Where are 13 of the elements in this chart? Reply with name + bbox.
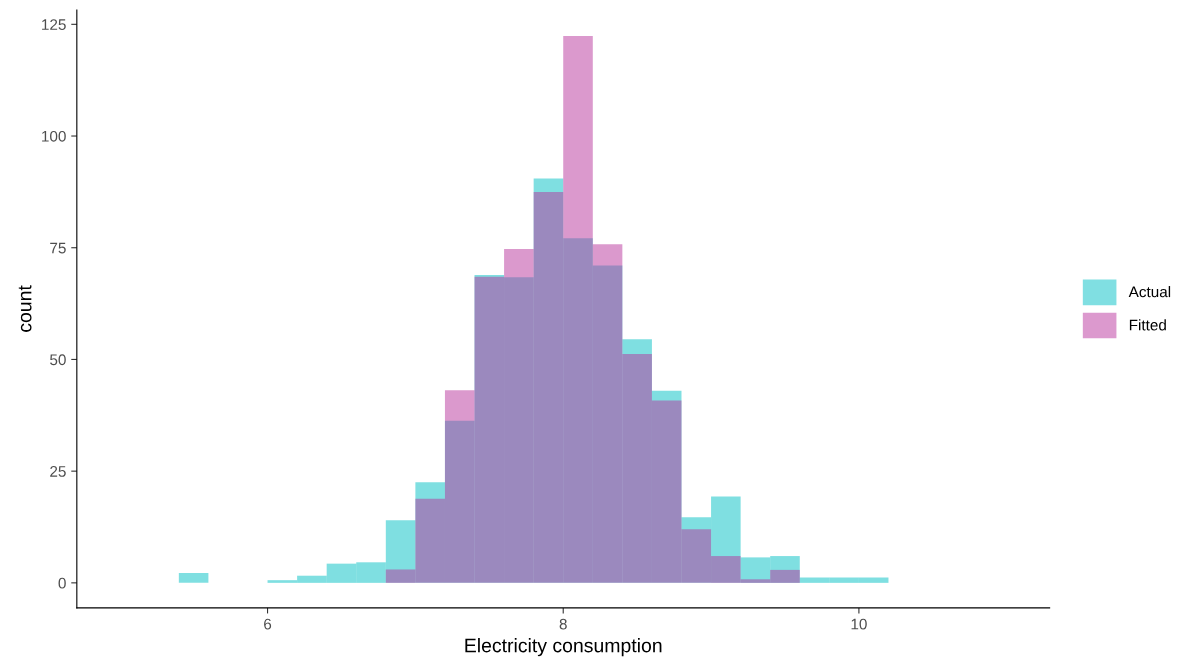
y-axis-title: count	[18, 285, 32, 332]
x-tick-label: 8	[559, 618, 567, 630]
x-tick-label: 6	[264, 618, 272, 630]
x-tick-label: 10	[851, 618, 867, 630]
y-tick-label: 50	[50, 354, 66, 366]
x-axis-title: Electricity consumption	[465, 638, 662, 657]
y-tick-label: 0	[58, 577, 66, 589]
legend-label: Actual	[1128, 286, 1171, 298]
y-tick-label: 75	[50, 242, 66, 254]
y-tick-label: 100	[42, 130, 66, 142]
y-tick-label: 125	[42, 19, 66, 30]
legend-label: Fitted	[1129, 319, 1166, 331]
y-tick-label: 25	[50, 466, 66, 477]
